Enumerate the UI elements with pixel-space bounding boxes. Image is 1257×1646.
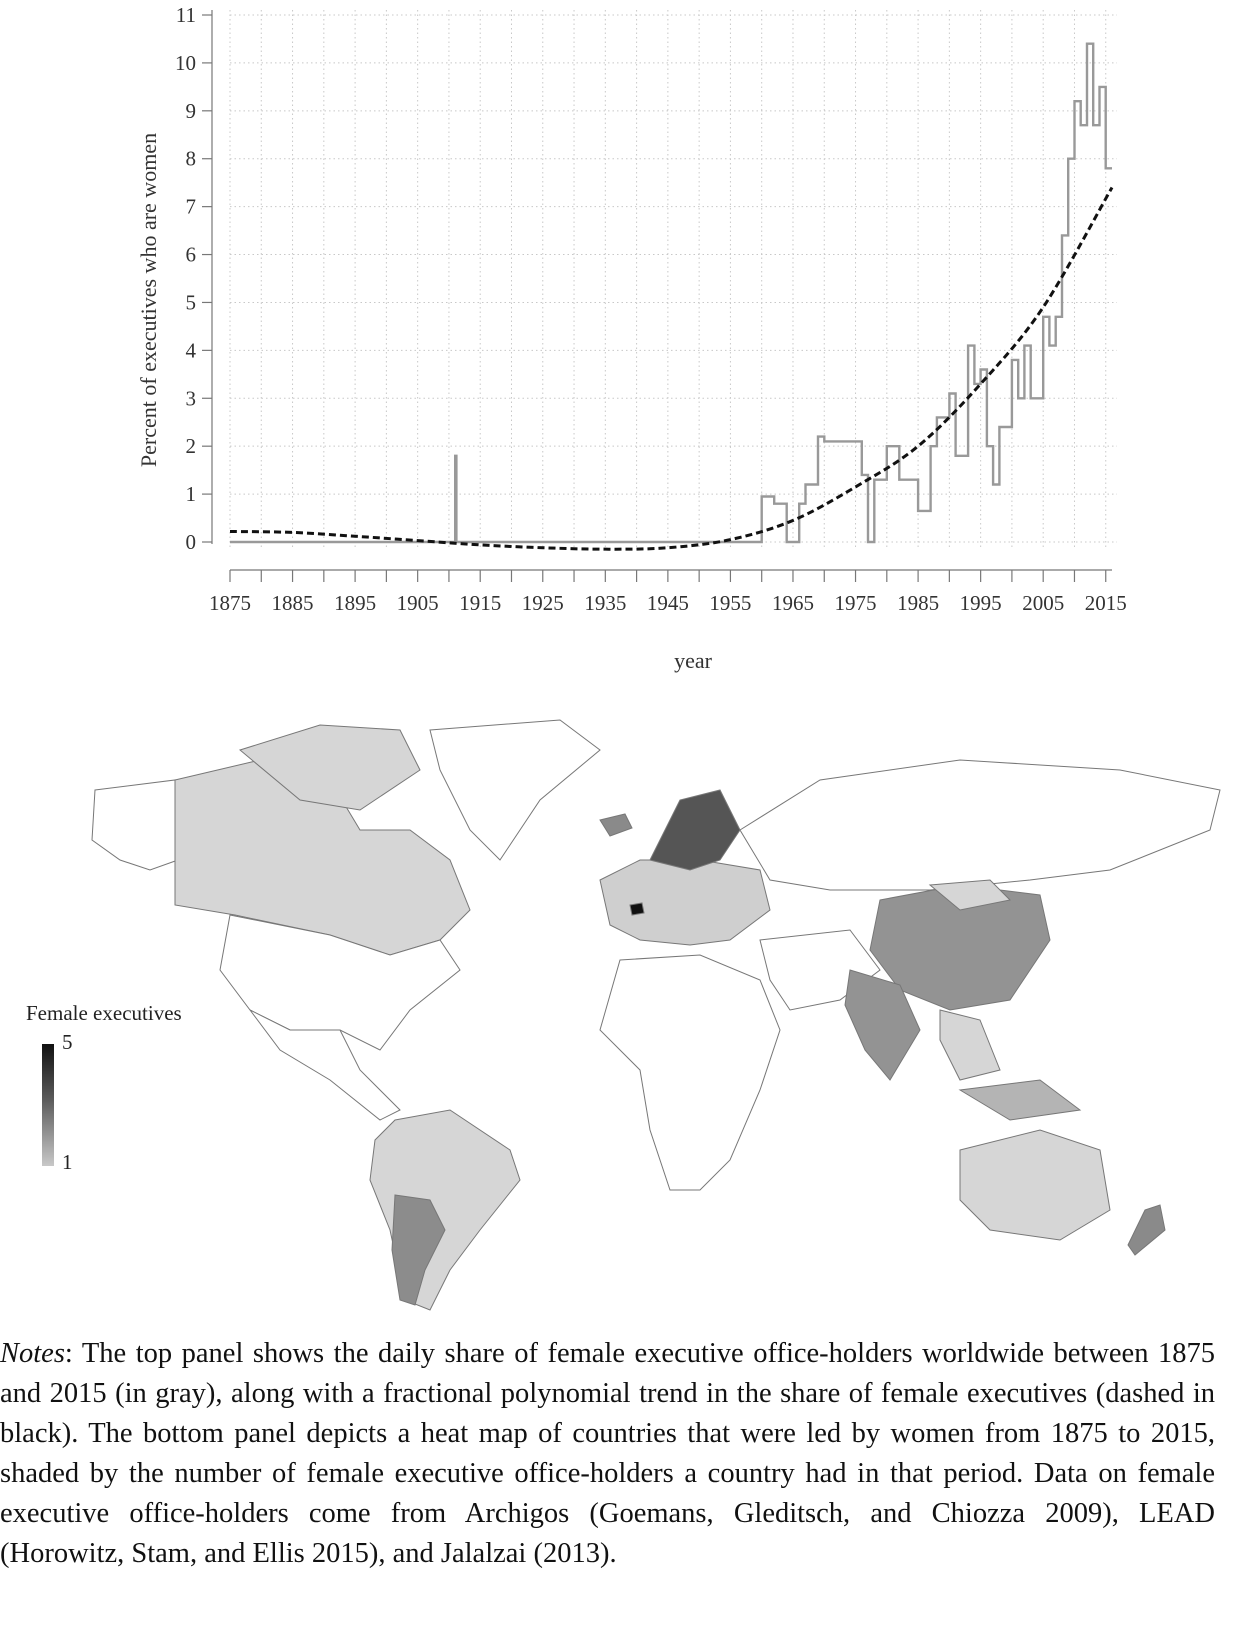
x-tick-label: 2015 [1085, 591, 1127, 615]
x-tick-label: 2005 [1022, 591, 1064, 615]
y-tick-label: 0 [186, 530, 197, 554]
y-tick-label: 2 [186, 434, 197, 458]
region-scandinavia [649, 789, 741, 871]
x-tick-label: 1995 [960, 591, 1002, 615]
notes-label: Notes [0, 1338, 65, 1369]
region-new-zealand [1127, 1204, 1166, 1256]
y-tick-label: 10 [175, 51, 196, 75]
y-tick-label: 11 [176, 3, 196, 27]
series-line-daily-share [230, 42, 1112, 544]
notes-text: : The top panel shows the daily share of… [0, 1338, 1215, 1569]
y-tick-label: 9 [186, 99, 197, 123]
region-usa [219, 914, 461, 1051]
y-tick-label: 3 [186, 386, 197, 410]
y-axis-title: Percent of executives who are women [136, 133, 161, 467]
region-south-america [369, 1109, 521, 1311]
map-legend-colorbar [42, 1044, 54, 1166]
region-india [844, 969, 921, 1081]
y-tick-label: 5 [186, 290, 197, 314]
region-arctic-islands [238, 724, 421, 811]
region-switzerland [629, 902, 645, 916]
x-tick-label: 1885 [272, 591, 314, 615]
region-africa [599, 954, 781, 1191]
x-tick-label: 1915 [459, 591, 501, 615]
y-tick-label: 8 [186, 147, 197, 171]
series [229, 42, 1114, 551]
x-tick-label: 1965 [772, 591, 814, 615]
map-legend-min: 1 [62, 1150, 73, 1174]
x-tick-label: 1905 [397, 591, 439, 615]
axes [202, 10, 1112, 582]
grid [229, 10, 1117, 548]
figure-notes: Notes: The top panel shows the daily sha… [0, 1334, 1215, 1574]
tick-labels: 0 1 2 3 4 5 6 7 8 9 10 11 1875 1885 1895 1905 1915 1925 19… [175, 3, 1127, 615]
map-legend-max: 5 [62, 1030, 73, 1054]
region-indonesia [958, 1079, 1082, 1121]
x-tick-label: 1985 [897, 591, 939, 615]
x-tick-label: 1975 [835, 591, 877, 615]
series-line-trend [229, 186, 1114, 551]
y-tick-label: 4 [186, 338, 197, 362]
y-tick-label: 6 [186, 243, 197, 267]
region-mongolia [928, 879, 1012, 911]
region-iceland [599, 813, 633, 837]
x-tick-label: 1935 [584, 591, 626, 615]
line-chart: 0 1 2 3 4 5 6 7 8 9 10 11 1875 1885 1895 1905 1915 1925 19… [136, 3, 1127, 673]
region-australia [959, 1129, 1111, 1241]
world-map [91, 719, 1221, 1311]
region-southeast-asia [939, 1009, 1001, 1081]
y-tick-label: 7 [186, 195, 197, 219]
x-tick-label: 1875 [209, 591, 251, 615]
region-greenland [429, 719, 601, 861]
x-tick-label: 1925 [522, 591, 564, 615]
region-russia [739, 759, 1221, 891]
x-tick-label: 1955 [709, 591, 751, 615]
region-mexico [249, 1009, 401, 1121]
region-alaska [91, 779, 179, 871]
x-tick-label: 1945 [647, 591, 689, 615]
x-axis-title: year [674, 648, 713, 673]
map-legend-title: Female executives [26, 1001, 182, 1025]
x-tick-label: 1895 [334, 591, 376, 615]
region-europe [599, 859, 771, 946]
region-argentina [391, 1194, 446, 1306]
y-tick-label: 1 [186, 482, 197, 506]
